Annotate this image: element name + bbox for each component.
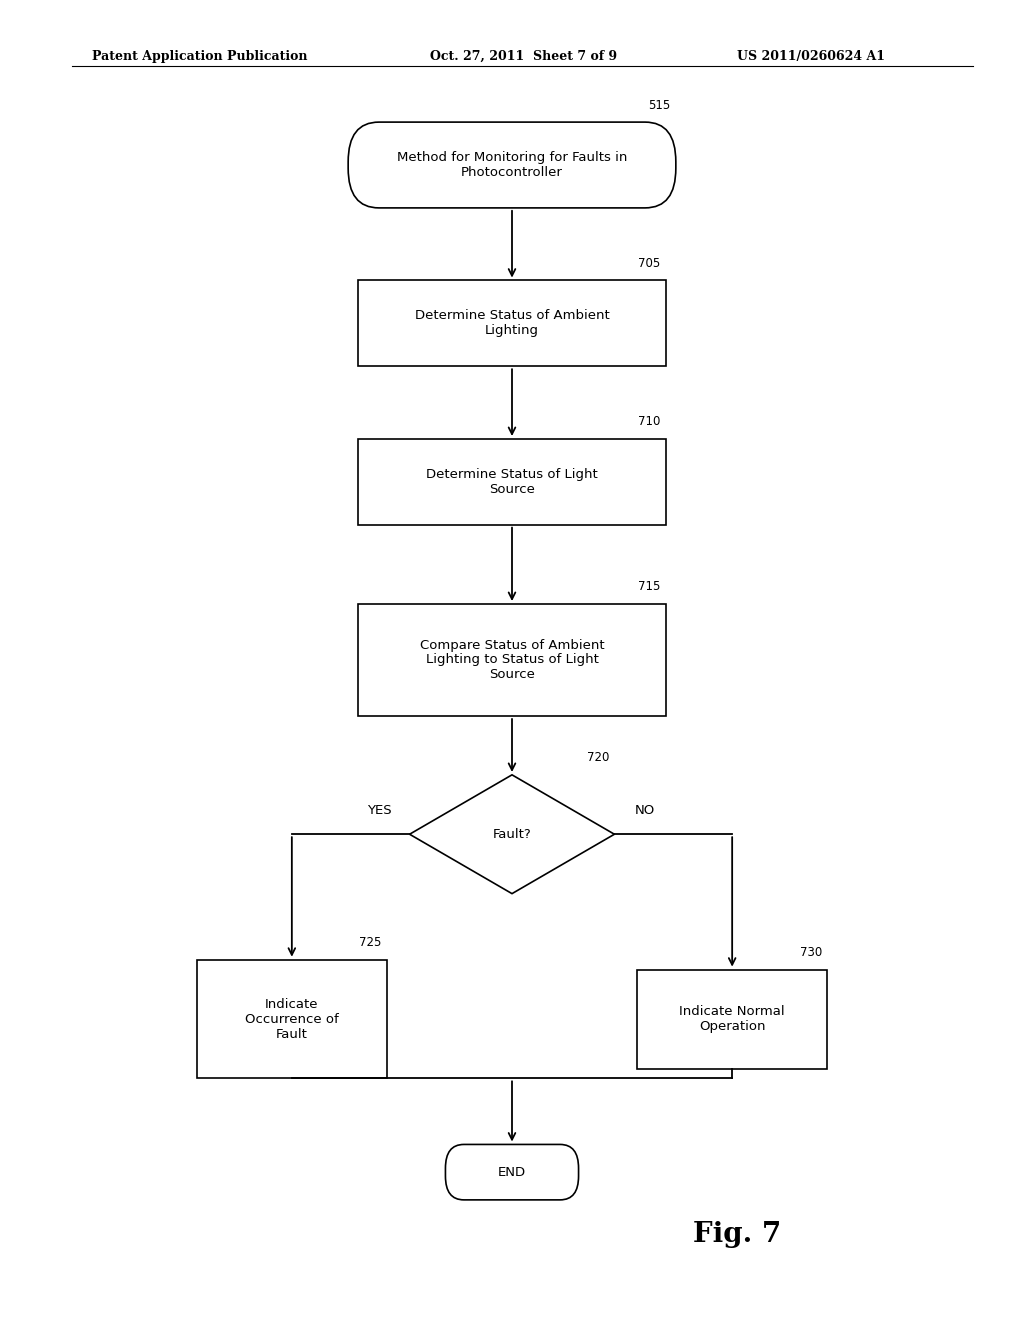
Text: Indicate
Occurrence of
Fault: Indicate Occurrence of Fault bbox=[245, 998, 339, 1040]
Text: 715: 715 bbox=[638, 581, 660, 594]
Bar bbox=[358, 280, 666, 366]
Bar bbox=[358, 438, 666, 524]
Text: Fig. 7: Fig. 7 bbox=[693, 1221, 781, 1247]
Text: 720: 720 bbox=[587, 751, 609, 764]
Text: Determine Status of Ambient
Lighting: Determine Status of Ambient Lighting bbox=[415, 309, 609, 338]
Bar bbox=[358, 605, 666, 715]
Text: Determine Status of Light
Source: Determine Status of Light Source bbox=[426, 467, 598, 496]
Text: 705: 705 bbox=[638, 257, 660, 271]
Text: Fault?: Fault? bbox=[493, 828, 531, 841]
Text: 515: 515 bbox=[648, 99, 671, 112]
Text: Patent Application Publication: Patent Application Publication bbox=[92, 50, 307, 63]
FancyBboxPatch shape bbox=[445, 1144, 579, 1200]
Text: END: END bbox=[498, 1166, 526, 1179]
Text: 725: 725 bbox=[359, 936, 381, 949]
Text: NO: NO bbox=[635, 804, 655, 817]
Text: Method for Monitoring for Faults in
Photocontroller: Method for Monitoring for Faults in Phot… bbox=[397, 150, 627, 180]
FancyBboxPatch shape bbox=[348, 123, 676, 207]
Text: YES: YES bbox=[367, 804, 391, 817]
Text: Compare Status of Ambient
Lighting to Status of Light
Source: Compare Status of Ambient Lighting to St… bbox=[420, 639, 604, 681]
Text: Indicate Normal
Operation: Indicate Normal Operation bbox=[679, 1005, 785, 1034]
Bar bbox=[637, 969, 826, 1069]
Text: US 2011/0260624 A1: US 2011/0260624 A1 bbox=[737, 50, 886, 63]
Bar bbox=[197, 960, 386, 1078]
Polygon shape bbox=[410, 775, 614, 894]
Text: 710: 710 bbox=[638, 416, 660, 428]
Text: 730: 730 bbox=[800, 946, 821, 958]
Text: Oct. 27, 2011  Sheet 7 of 9: Oct. 27, 2011 Sheet 7 of 9 bbox=[430, 50, 617, 63]
